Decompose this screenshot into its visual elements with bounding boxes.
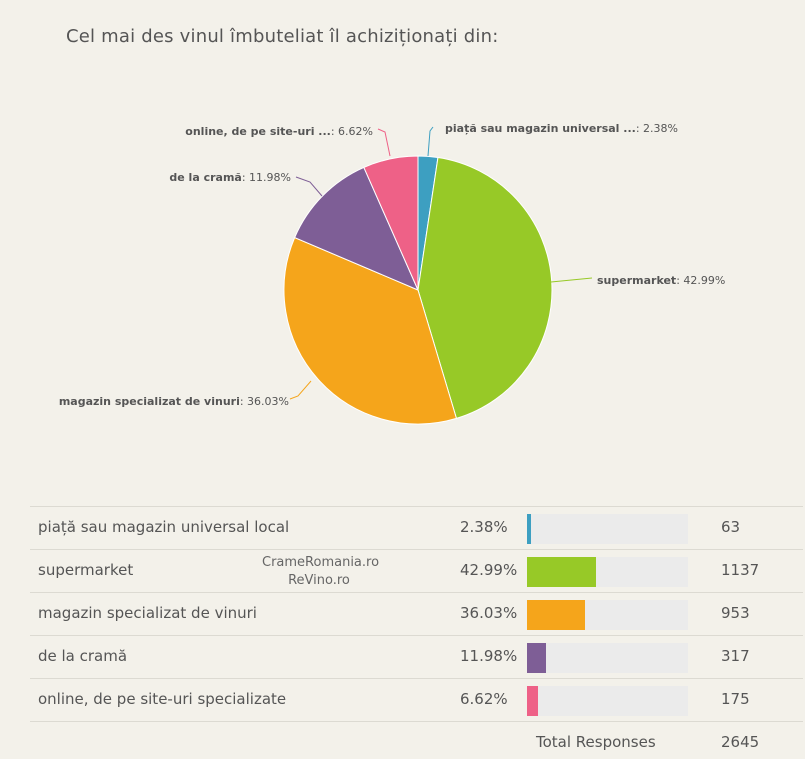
pie-slice[interactable]: [417, 156, 553, 419]
slice-label: magazin specializat de vinuri: 36.03%: [59, 395, 289, 408]
total-value: 2645: [721, 733, 760, 751]
pie-slice[interactable]: [294, 166, 419, 291]
slice-label-name: online, de pe site-uri ...: [185, 125, 331, 138]
result-bar-track: [527, 514, 688, 544]
result-count: 1137: [721, 561, 760, 579]
result-row: magazin specializat de vinuri 36.03% 953: [30, 593, 803, 636]
slice-label-name: piață sau magazin universal ...: [445, 122, 636, 135]
result-percent: 2.38%: [460, 518, 508, 536]
result-count: 953: [721, 604, 750, 622]
chart-title: Cel mai des vinul îmbuteliat îl achiziți…: [66, 26, 499, 47]
result-percent: 6.62%: [460, 690, 508, 708]
slice-label-percent: : 42.99%: [676, 274, 725, 287]
slice-label-percent: : 36.03%: [240, 395, 289, 408]
slice-label-name: de la cramă: [169, 171, 241, 184]
result-bar-fill: [527, 643, 547, 673]
result-answer-label: de la cramă: [38, 647, 128, 665]
result-row: supermarket 42.99% 1137: [30, 550, 803, 593]
slice-label: online, de pe site-uri ...: 6.62%: [185, 125, 373, 138]
result-bar-fill: [527, 514, 531, 544]
pie-slice[interactable]: [283, 236, 458, 425]
result-bar-track: [527, 600, 688, 630]
slice-label-name: magazin specializat de vinuri: [59, 395, 240, 408]
result-row: de la cramă 11.98% 317: [30, 636, 803, 679]
total-row: Total Responses 2645: [30, 722, 803, 758]
result-answer-label: online, de pe site-uri specializate: [38, 690, 287, 708]
watermark: CrameRomania.ro ReVino.ro: [262, 554, 380, 590]
result-percent: 11.98%: [460, 647, 518, 665]
slice-label-name: supermarket: [597, 274, 676, 287]
slice-label-percent: : 11.98%: [242, 171, 291, 184]
result-count: 317: [721, 647, 750, 665]
total-label: Total Responses: [536, 733, 656, 751]
result-count: 63: [721, 518, 741, 536]
result-bar-fill: [527, 557, 597, 587]
slice-label-percent: : 6.62%: [331, 125, 373, 138]
result-answer-label: magazin specializat de vinuri: [38, 604, 257, 622]
result-percent: 42.99%: [460, 561, 518, 579]
result-row: online, de pe site-uri specializate 6.62%…: [30, 679, 803, 722]
slice-connector-line: [427, 126, 434, 157]
slice-connector-line: [377, 128, 391, 157]
result-count: 175: [721, 690, 750, 708]
result-bar-fill: [527, 600, 585, 630]
result-bar-track: [527, 643, 688, 673]
slice-connector-line: [289, 380, 312, 400]
pie-slice[interactable]: [363, 155, 419, 291]
slice-label: piață sau magazin universal ...: 2.38%: [445, 122, 678, 135]
result-bar-track: [527, 686, 688, 716]
slice-connector-line: [550, 277, 593, 283]
result-bar-track: [527, 557, 688, 587]
pie-chart: piață sau magazin universal ...: 2.38% su…: [59, 122, 725, 425]
result-row: piață sau magazin universal local 2.38% 63: [30, 507, 803, 550]
slice-label-percent: : 2.38%: [636, 122, 678, 135]
slice-label: supermarket: 42.99%: [597, 274, 725, 287]
result-answer-label: piață sau magazin universal local: [38, 518, 290, 536]
slice-label: de la cramă: 11.98%: [169, 171, 291, 184]
slice-connector-line: [295, 176, 323, 197]
result-percent: 36.03%: [460, 604, 518, 622]
watermark-line-2: ReVino.ro: [288, 573, 350, 588]
result-bar-fill: [527, 686, 538, 716]
results-table: piață sau magazin universal local 2.38% 63…: [30, 506, 803, 758]
result-answer-label: supermarket: [38, 561, 134, 579]
watermark-line-1: CrameRomania.ro: [262, 555, 380, 570]
